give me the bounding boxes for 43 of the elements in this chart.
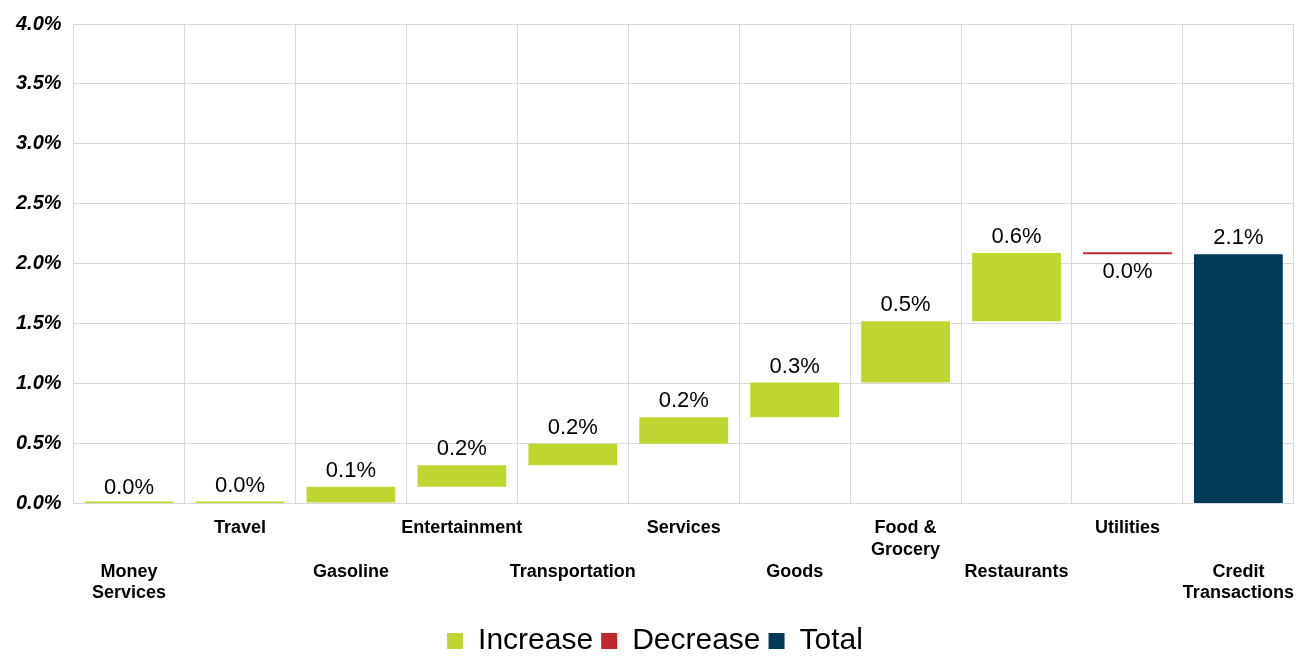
y-tick-label: 4.0% <box>14 11 62 34</box>
bar <box>1083 252 1172 255</box>
data-label: 0.2% <box>436 435 487 461</box>
bar <box>861 321 950 383</box>
data-label: 0.0% <box>1102 258 1153 284</box>
bar <box>639 417 729 444</box>
x-tick-label: Credit Transactions <box>1182 560 1294 603</box>
data-label: 0.6% <box>991 223 1042 249</box>
data-label: 0.2% <box>658 387 709 413</box>
data-label: 0.1% <box>325 456 376 482</box>
x-tick-label: Money Services <box>92 560 167 603</box>
y-tick-label: 3.0% <box>15 131 62 154</box>
bar <box>528 443 618 466</box>
y-tick-label: 1.0% <box>15 371 62 394</box>
y-tick-label: 0.5% <box>15 431 62 454</box>
x-tick-label: Travel <box>213 517 267 538</box>
data-label: 2.1% <box>1213 224 1264 250</box>
y-tick-label: 3.5% <box>15 71 62 94</box>
x-tick-label: Food & Grocery <box>871 517 941 559</box>
y-tick-label: 2.5% <box>14 191 62 214</box>
x-tick-label: Transportation <box>509 560 636 581</box>
x-tick-label: Utilities <box>1094 517 1160 538</box>
x-tick-label: Gasoline <box>312 560 389 581</box>
data-label: 0.5% <box>880 291 931 317</box>
legend-label: Increase <box>478 622 594 656</box>
x-tick-label: Restaurants <box>964 560 1069 581</box>
legend-label: Decrease <box>632 622 761 656</box>
x-tick-label: Goods <box>766 560 824 581</box>
bar <box>417 465 507 487</box>
data-label: 0.0% <box>214 472 266 498</box>
y-tick-label: 1.5% <box>15 311 62 334</box>
bar <box>306 486 396 503</box>
legend-label: Total <box>799 622 863 656</box>
y-tick-label: 0.0% <box>15 491 62 514</box>
bar <box>1194 254 1283 504</box>
x-tick-label: Services <box>646 517 721 538</box>
data-label: 0.0% <box>103 473 155 499</box>
data-label: 0.3% <box>769 352 820 378</box>
data-label: 0.2% <box>547 413 598 439</box>
x-tick-label: Entertainment <box>401 517 523 538</box>
bar <box>750 382 840 418</box>
bar <box>972 253 1061 322</box>
y-tick-label: 2.0% <box>14 251 62 274</box>
